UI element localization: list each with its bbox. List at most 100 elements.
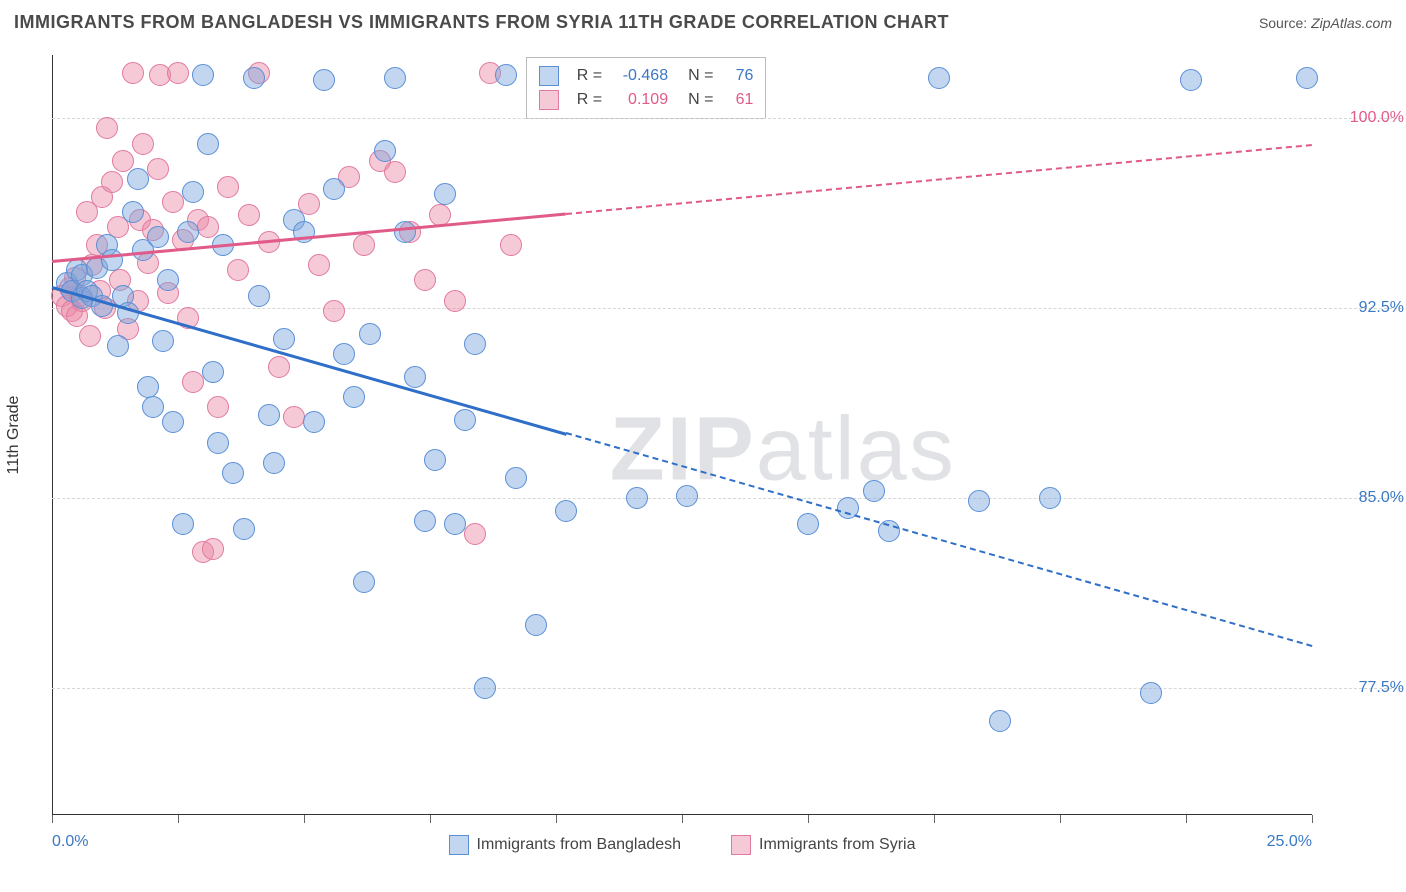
swatch [539, 90, 559, 110]
marker-a [394, 221, 416, 243]
marker-b [414, 269, 436, 291]
title-bar: IMMIGRANTS FROM BANGLADESH VS IMMIGRANTS… [14, 12, 1392, 33]
marker-a [207, 432, 229, 454]
marker-b [162, 191, 184, 213]
series-legend: Immigrants from Bangladesh Immigrants fr… [52, 835, 1312, 855]
marker-a [137, 376, 159, 398]
swatch-a [449, 835, 469, 855]
marker-b [464, 523, 486, 545]
marker-a [157, 269, 179, 291]
stats-row: R =0.109N =61 [539, 88, 754, 112]
marker-a [359, 323, 381, 345]
marker-a [313, 69, 335, 91]
marker-a [797, 513, 819, 535]
marker-b [122, 62, 144, 84]
gridline-h [52, 498, 1402, 499]
marker-b [217, 176, 239, 198]
marker-b [132, 133, 154, 155]
marker-a [147, 226, 169, 248]
marker-a [424, 449, 446, 471]
y-tick-label: 92.5% [1319, 299, 1404, 317]
marker-b [238, 204, 260, 226]
marker-a [454, 409, 476, 431]
gridline-h [52, 308, 1402, 309]
marker-b [384, 161, 406, 183]
stats-legend-box: R =-0.468N =76R =0.109N =61 [526, 57, 767, 119]
marker-b [268, 356, 290, 378]
marker-a [474, 677, 496, 699]
x-tick [808, 815, 809, 823]
legend-item-b: Immigrants from Syria [731, 835, 915, 855]
marker-a [273, 328, 295, 350]
marker-a [1039, 487, 1061, 509]
marker-b [202, 538, 224, 560]
marker-a [1180, 69, 1202, 91]
marker-a [404, 366, 426, 388]
x-tick [934, 815, 935, 823]
marker-a [989, 710, 1011, 732]
marker-a [863, 480, 885, 502]
x-tick-label: 25.0% [1267, 833, 1312, 851]
x-tick [1186, 815, 1187, 823]
marker-a [676, 485, 698, 507]
chart-title: IMMIGRANTS FROM BANGLADESH VS IMMIGRANTS… [14, 12, 949, 33]
marker-a [1140, 682, 1162, 704]
r-label: R = [577, 64, 602, 88]
scatter-plot: 11th Grade ZIPatlas R =-0.468N =76R =0.1… [52, 55, 1312, 815]
x-tick [52, 815, 53, 823]
legend-label-a: Immigrants from Bangladesh [477, 836, 682, 853]
marker-b [112, 150, 134, 172]
x-tick [1312, 815, 1313, 823]
marker-a [495, 64, 517, 86]
marker-a [928, 67, 950, 89]
x-tick [556, 815, 557, 823]
marker-b [283, 406, 305, 428]
x-tick [304, 815, 305, 823]
x-tick [430, 815, 431, 823]
marker-a [1296, 67, 1318, 89]
x-tick-label: 0.0% [52, 833, 88, 851]
y-tick-label: 85.0% [1319, 489, 1404, 507]
marker-b [147, 158, 169, 180]
marker-a [172, 513, 194, 535]
marker-b [79, 325, 101, 347]
y-tick-label: 100.0% [1319, 109, 1404, 127]
marker-a [303, 411, 325, 433]
marker-a [248, 285, 270, 307]
marker-a [505, 467, 527, 489]
marker-a [968, 490, 990, 512]
marker-a [444, 513, 466, 535]
marker-b [207, 396, 229, 418]
gridline-h [52, 688, 1402, 689]
swatch-b [731, 835, 751, 855]
marker-a [152, 330, 174, 352]
marker-a [258, 404, 280, 426]
marker-a [384, 67, 406, 89]
n-value: 61 [723, 88, 753, 112]
marker-a [374, 140, 396, 162]
stats-row: R =-0.468N =76 [539, 64, 754, 88]
marker-a [127, 168, 149, 190]
marker-b [182, 371, 204, 393]
marker-a [626, 487, 648, 509]
x-tick [682, 815, 683, 823]
marker-a [323, 178, 345, 200]
marker-a [525, 614, 547, 636]
marker-a [333, 343, 355, 365]
marker-b [101, 171, 123, 193]
source-value: ZipAtlas.com [1311, 15, 1392, 31]
marker-b [308, 254, 330, 276]
gridline-h [52, 118, 1402, 119]
r-value: -0.468 [612, 64, 668, 88]
marker-b [167, 62, 189, 84]
marker-a [197, 133, 219, 155]
plot-border [52, 55, 1312, 815]
marker-b [323, 300, 345, 322]
legend-item-a: Immigrants from Bangladesh [449, 835, 682, 855]
marker-b [96, 117, 118, 139]
marker-a [222, 462, 244, 484]
marker-a [434, 183, 456, 205]
n-value: 76 [723, 64, 753, 88]
y-tick-label: 77.5% [1319, 679, 1404, 697]
marker-a [464, 333, 486, 355]
